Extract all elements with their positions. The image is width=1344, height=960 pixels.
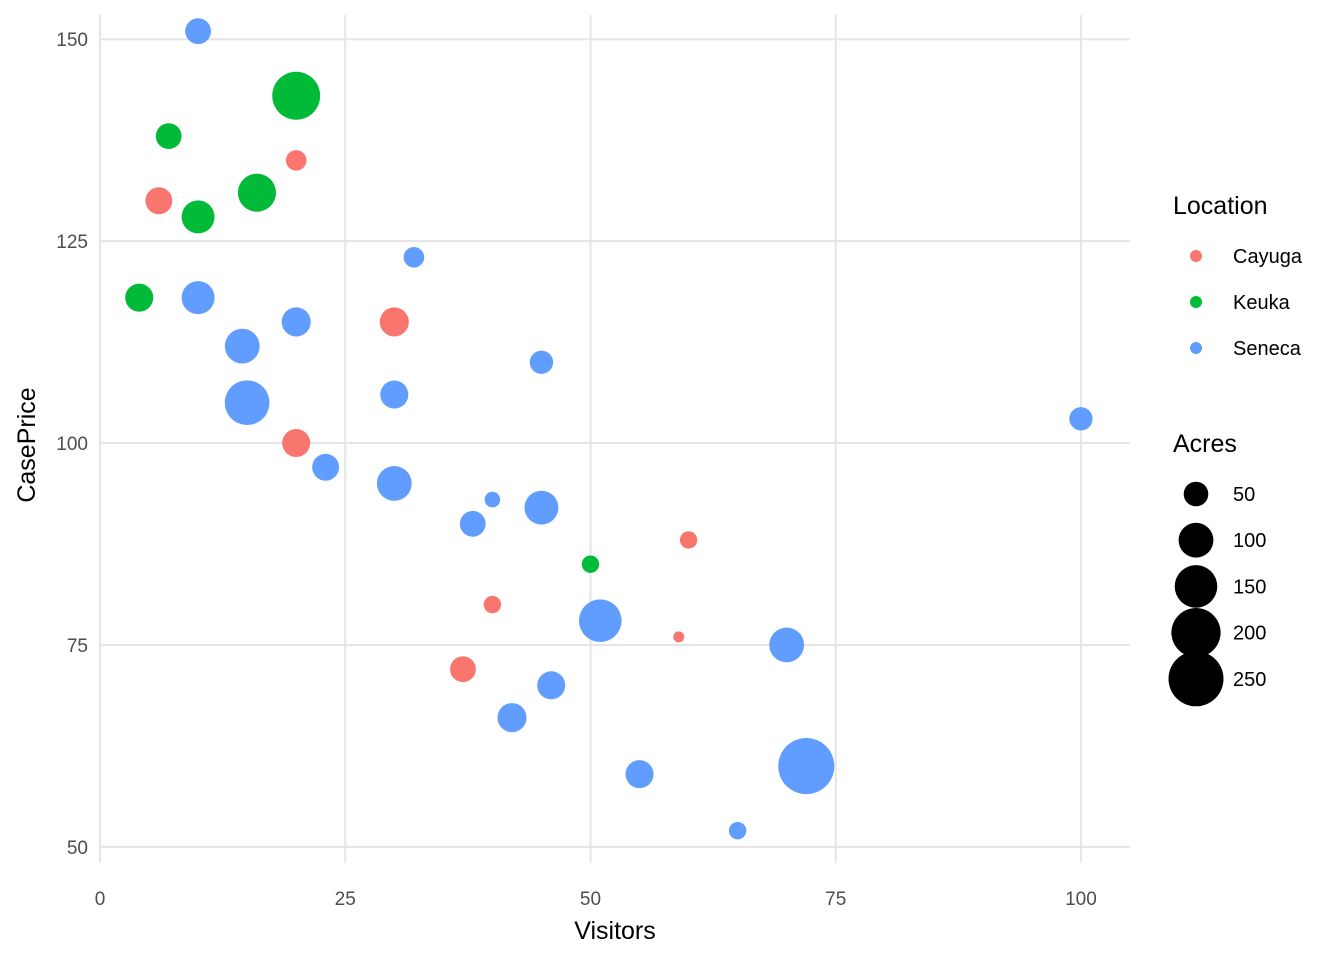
data-point-cayuga <box>673 631 685 643</box>
y-tick-label: 100 <box>56 434 88 455</box>
legend-size-key <box>1174 565 1218 608</box>
data-point-cayuga <box>145 187 173 215</box>
size-legend: Acres 50 100 150 200 250 <box>1168 430 1266 707</box>
data-point-seneca <box>380 380 409 409</box>
x-tick-label: 50 <box>580 889 601 910</box>
legend-size-label: 200 <box>1233 623 1266 645</box>
color-legend: Location Cayuga Keuka Seneca <box>1173 192 1303 360</box>
data-points <box>125 18 1093 840</box>
data-point-seneca <box>484 491 501 508</box>
legend-key-keuka <box>1190 296 1202 308</box>
data-point-keuka <box>181 200 215 234</box>
legend-size-key <box>1178 522 1214 558</box>
y-axis-title: CasePrice <box>13 387 41 502</box>
x-tick-label: 75 <box>825 889 846 910</box>
y-axis-ticks: 50 75 100 125 150 <box>56 30 88 859</box>
legend-size-key <box>1168 651 1224 707</box>
data-point-seneca <box>224 380 270 425</box>
data-point-keuka <box>125 283 154 312</box>
data-point-seneca <box>497 703 527 733</box>
data-point-seneca <box>224 328 260 364</box>
x-tick-label: 0 <box>95 889 106 910</box>
data-point-seneca <box>537 671 566 700</box>
data-point-seneca <box>459 510 486 537</box>
legend-label: Keuka <box>1233 292 1291 314</box>
legend-size-label: 100 <box>1233 530 1266 552</box>
data-point-cayuga <box>679 531 698 549</box>
x-axis-ticks: 0 25 50 75 100 <box>95 889 1097 910</box>
data-point-keuka <box>155 123 182 150</box>
data-point-seneca <box>376 466 412 501</box>
data-point-seneca <box>1069 407 1093 431</box>
y-tick-label: 50 <box>67 838 88 859</box>
y-tick-label: 75 <box>67 636 88 657</box>
data-point-cayuga <box>282 429 311 458</box>
data-point-seneca <box>403 246 425 268</box>
color-legend-title: Location <box>1173 192 1268 220</box>
grid-lines <box>99 15 1130 863</box>
x-tick-label: 100 <box>1065 889 1097 910</box>
data-point-seneca <box>529 350 554 374</box>
data-point-seneca <box>769 627 805 663</box>
legend-size-label: 250 <box>1233 669 1266 691</box>
data-point-seneca <box>728 821 747 840</box>
legend-label: Cayuga <box>1233 246 1303 268</box>
data-point-cayuga <box>450 656 476 683</box>
data-point-cayuga <box>483 595 502 614</box>
x-axis-title: Visitors <box>574 917 656 945</box>
data-point-keuka <box>581 555 600 573</box>
x-tick-label: 25 <box>335 889 356 910</box>
legend-size-label: 50 <box>1233 484 1255 506</box>
data-point-seneca <box>625 760 654 789</box>
size-legend-title: Acres <box>1173 430 1237 458</box>
legend-size-key <box>1183 481 1209 507</box>
data-point-seneca <box>281 307 311 337</box>
data-point-cayuga <box>379 307 409 337</box>
legend-size-label: 150 <box>1233 576 1266 598</box>
data-point-seneca <box>578 599 622 643</box>
data-point-keuka <box>272 71 321 120</box>
data-point-seneca <box>312 453 340 481</box>
legend-key-cayuga <box>1190 250 1202 262</box>
legend-label: Seneca <box>1233 338 1302 360</box>
data-point-cayuga <box>285 150 307 171</box>
y-tick-label: 150 <box>56 30 88 51</box>
data-point-seneca <box>181 281 215 315</box>
data-point-seneca <box>185 18 211 45</box>
legend-key-seneca <box>1190 342 1202 354</box>
data-point-seneca <box>524 490 559 525</box>
legend-size-key <box>1171 608 1221 658</box>
data-point-keuka <box>237 173 277 212</box>
data-point-seneca <box>778 738 835 795</box>
y-tick-label: 125 <box>56 232 88 253</box>
